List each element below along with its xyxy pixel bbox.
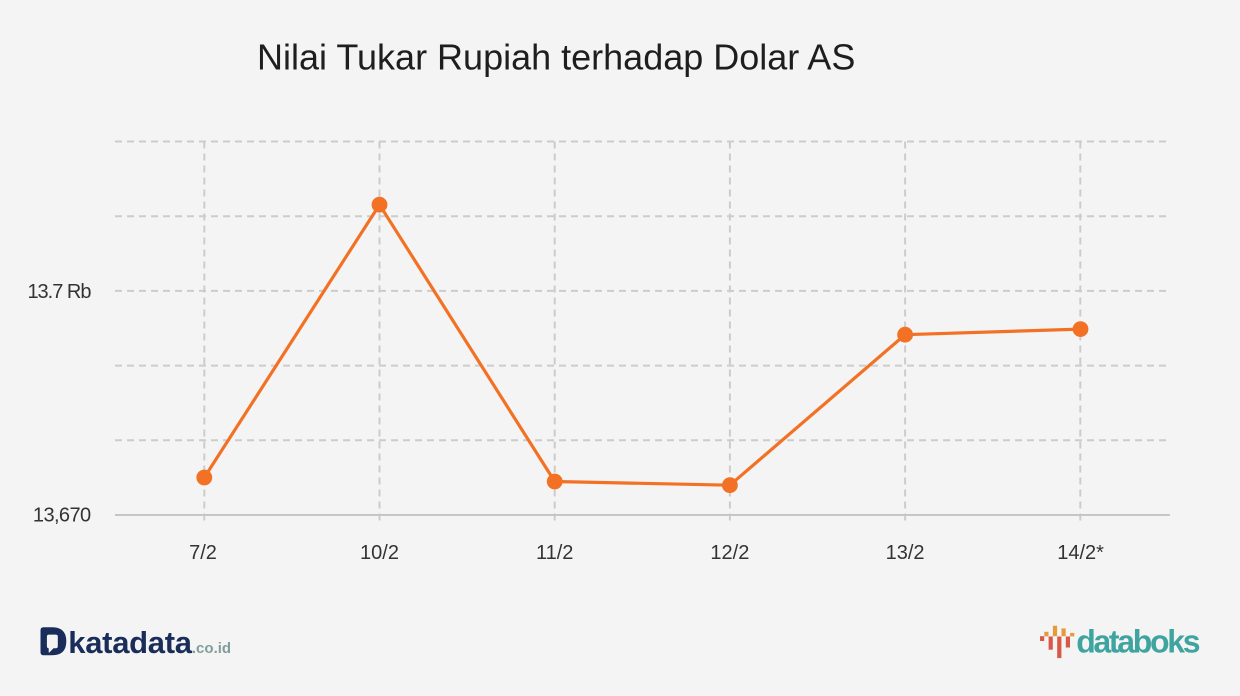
svg-text:databoks: databoks [1076, 624, 1200, 660]
svg-text:13.7 Rb: 13.7 Rb [27, 281, 91, 303]
svg-text:13,670: 13,670 [33, 505, 91, 527]
svg-text:14/2*: 14/2* [1057, 542, 1104, 564]
svg-text:.co.id: .co.id [192, 640, 231, 657]
svg-text:Nilai Tukar Rupiah terhadap Do: Nilai Tukar Rupiah terhadap Dolar AS [257, 37, 855, 78]
svg-text:11/2: 11/2 [536, 542, 573, 564]
svg-text:7/2: 7/2 [189, 542, 217, 564]
svg-text:katadata: katadata [68, 625, 192, 660]
svg-text:13/2: 13/2 [886, 542, 925, 564]
svg-text:10/2: 10/2 [360, 542, 399, 564]
svg-text:12/2: 12/2 [710, 542, 749, 564]
